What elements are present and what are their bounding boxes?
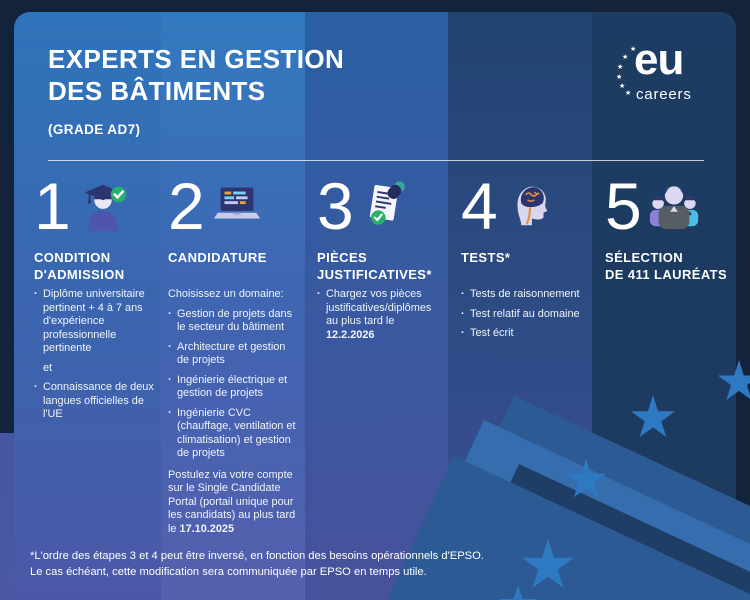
bullet-dot: ·: [461, 307, 465, 320]
step-column-2: 2 CANDIDATURE Choisissez un domaine:: [168, 162, 300, 582]
bullet-text: Diplôme universitaire pertinent + 4 à 7 …: [43, 288, 145, 355]
step-outro: Postulez via votre compte sur le Single …: [168, 469, 300, 537]
bullet-dot: ·: [168, 307, 172, 320]
bullet-text: Ingénierie électrique et gestion de proj…: [177, 373, 288, 400]
step-number-row: 3: [317, 172, 413, 240]
logo-careers-text: careers: [636, 86, 692, 103]
graduate-check-icon: [84, 184, 126, 232]
step-number-row: 1: [34, 172, 130, 240]
bullet-text: Test écrit: [470, 327, 514, 340]
bullet-item: · Test écrit: [461, 327, 591, 341]
bullet-item: · Ingénierie électrique et gestion de pr…: [168, 374, 300, 401]
step-connector: et: [43, 361, 53, 374]
bullet-dot: ·: [34, 381, 38, 394]
team-icon: [649, 186, 698, 230]
deadline-date: 12.2.2026: [326, 328, 375, 341]
bullet-text: Connaissance de deux langues officielles…: [43, 381, 154, 421]
outro-text: Postulez via votre compte sur le Single …: [168, 468, 296, 535]
bullet-text-part: Chargez vos pièces justificatives/diplôm…: [326, 288, 432, 328]
decor-star-icon: [565, 459, 607, 498]
step-number: 4: [461, 169, 498, 243]
step-column-3: 3 PIÈCES JUSTIFICATIVES*: [317, 162, 445, 582]
logo-eu-text: eu: [634, 35, 684, 84]
step-number-row: 4: [461, 172, 557, 240]
step-intro: Choisissez un domaine:: [168, 288, 284, 300]
bullet-dot: ·: [317, 288, 321, 300]
bullet-item: · Architecture et gestion de projets: [168, 341, 300, 368]
logo-star-icon: ★: [617, 64, 624, 71]
bullet-item: · Tests de raisonnement: [461, 288, 591, 302]
bullet-dot: ·: [168, 340, 172, 353]
step-title: SÉLECTION DE 411 LAURÉATS: [605, 250, 728, 282]
step-body: · Tests de raisonnement · Test relatif a…: [461, 288, 591, 347]
decor-star-icon: [498, 585, 538, 600]
bullet-text: Chargez vos pièces justificatives/diplôm…: [326, 288, 445, 342]
step-number: 1: [34, 169, 71, 243]
bullet-dot: ·: [461, 288, 465, 300]
step-number: 3: [317, 169, 354, 243]
deadline-date: 17.10.2025: [179, 522, 235, 535]
step-title: TESTS*: [461, 250, 511, 265]
bullet-item: · Gestion de projets dans le secteur du …: [168, 308, 300, 335]
step-number-row: 2: [168, 172, 264, 240]
decor-star-icon: [630, 395, 676, 438]
bullet-item: · Test relatif au domaine: [461, 308, 591, 322]
header-divider: [48, 160, 704, 161]
logo-star-icon: ★: [622, 54, 629, 61]
logo-star-icon: ★: [616, 74, 623, 81]
grade-label: (GRADE AD7): [48, 122, 141, 137]
step-body: Choisissez un domaine: · Gestion de proj…: [168, 288, 300, 536]
step-body: · Chargez vos pièces justificatives/dipl…: [317, 288, 445, 348]
footnote: *L'ordre des étapes 3 et 4 peut être inv…: [30, 550, 484, 579]
step-title: PIÈCES JUSTIFICATIVES*: [317, 250, 432, 282]
step-number-row: 5: [605, 172, 701, 240]
step-number: 5: [605, 169, 642, 243]
step-column-1: 1 CONDITION D'ADMISSION · Diplôme univer…: [34, 162, 162, 582]
bullet-dot: ·: [34, 288, 38, 300]
bullet-item: · Chargez vos pièces justificatives/dipl…: [317, 288, 445, 342]
step-title: CANDIDATURE: [168, 250, 267, 265]
bullet-text: Gestion de projets dans le secteur du bâ…: [177, 307, 293, 334]
bullet-item: · Diplôme universitaire pertinent + 4 à …: [34, 288, 162, 356]
logo-star-icon: ★: [619, 83, 626, 90]
page-title: EXPERTS EN GESTION DES BÂTIMENTS: [48, 44, 345, 106]
bullet-item: · Connaissance de deux langues officiell…: [34, 381, 162, 422]
bullet-text: Tests de raisonnement: [470, 288, 580, 300]
bullet-text: Architecture et gestion de projets: [177, 340, 286, 367]
bullet-item: · Ingénierie CVC (chauffage, ventilation…: [168, 407, 300, 461]
bullet-dot: ·: [461, 327, 465, 340]
eu-careers-logo: ★ ★ ★ ★ ★ ★ eu careers: [612, 38, 722, 112]
step-column-5: 5 SÉLECTION DE 411 LAURÉATS: [605, 162, 735, 582]
laptop-icon: [213, 187, 260, 219]
bullet-text: Ingénierie CVC (chauffage, ventilation e…: [177, 406, 296, 460]
column-band-2: [161, 12, 305, 600]
decor-star-icon: [522, 539, 574, 588]
step-number: 2: [168, 169, 205, 243]
logo-star-icon: ★: [630, 46, 637, 53]
document-check-icon: [369, 181, 405, 225]
step-column-4: 4 TESTS* · Tests de raisonnement · Test …: [461, 162, 591, 582]
head-brain-icon: [517, 186, 548, 226]
bullet-dot: ·: [168, 406, 172, 419]
bullet-text: Test relatif au domaine: [470, 307, 580, 320]
bottom-left-wash: [0, 433, 14, 600]
logo-star-icon: ★: [625, 90, 632, 97]
step-title: CONDITION D'ADMISSION: [34, 250, 125, 282]
column-band-3: [305, 12, 448, 600]
step-body: · Diplôme universitaire pertinent + 4 à …: [34, 288, 162, 428]
column-band-1: [14, 12, 161, 600]
bullet-dot: ·: [168, 373, 172, 386]
decor-star-icon: [717, 360, 750, 401]
